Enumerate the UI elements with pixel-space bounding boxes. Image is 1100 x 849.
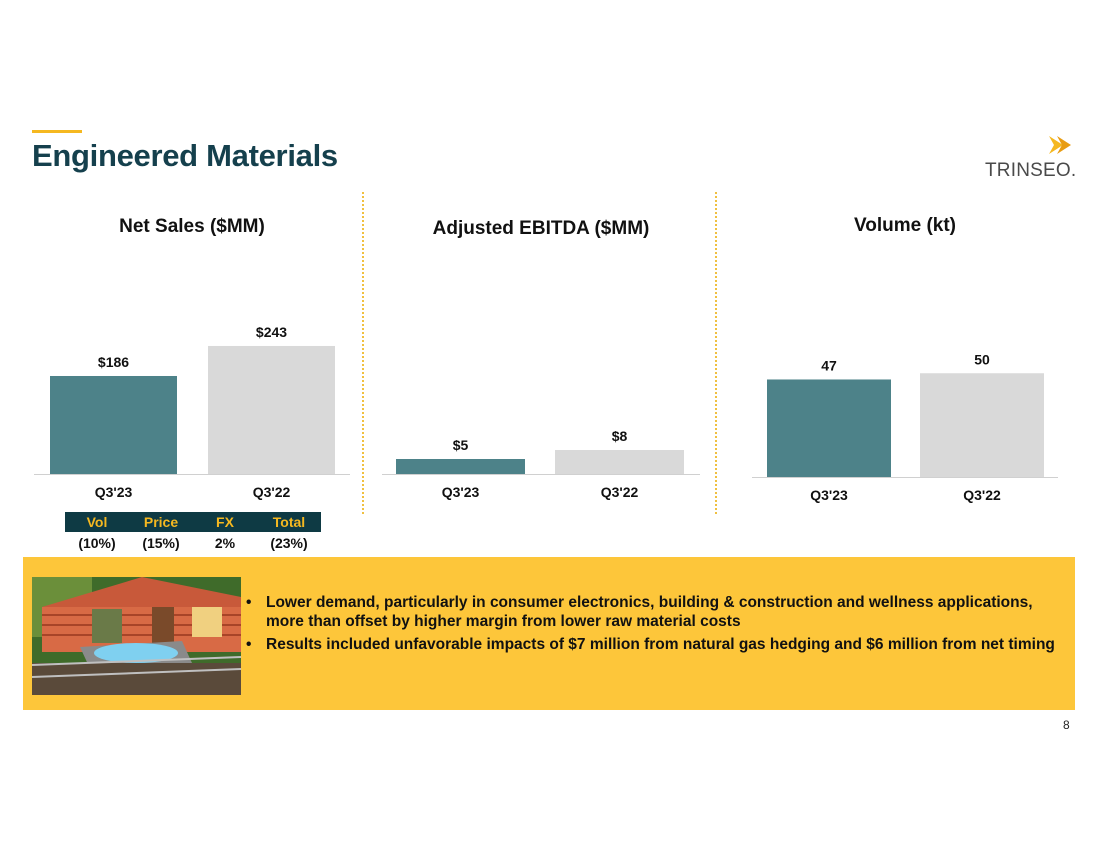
chart-title: Adjusted EBITDA ($MM) (432, 218, 650, 239)
x-tick-label: Q3'22 (963, 487, 1001, 503)
logo-wordmark: TRINSEO. (985, 160, 1077, 181)
bridge-header-total: Total (272, 514, 306, 530)
x-tick-label: Q3'23 (95, 484, 133, 500)
bridge-value-total: (23%) (270, 535, 308, 551)
data-label: 50 (974, 351, 990, 367)
x-tick-label: Q3'23 (810, 487, 848, 503)
commentary-bullet: Lower demand, particularly in consumer e… (243, 593, 1063, 631)
chart-title: Net Sales ($MM) (119, 216, 265, 237)
title-accent-line (32, 130, 82, 133)
data-label: $5 (453, 437, 469, 453)
bridge-value-fx: 2% (214, 535, 236, 551)
commentary-bullets: Lower demand, particularly in consumer e… (243, 593, 1063, 658)
bridge-value-price: (15%) (142, 535, 180, 551)
adjusted-ebitda-plot: $5 Q3'23 $8 Q3'22 (382, 428, 700, 500)
data-label: 47 (821, 357, 837, 373)
bridge-header-vol: Vol (86, 514, 108, 530)
bridge-header-row: Vol Price FX Total (65, 512, 321, 532)
data-label: $8 (612, 428, 628, 444)
adjusted-ebitda-chart: Adjusted EBITDA ($MM) $5 Q3'23 $8 Q3'22 (382, 0, 700, 520)
chart-divider (362, 192, 364, 514)
commentary-box: Lower demand, particularly in consumer e… (23, 557, 1075, 710)
commentary-bullet: Results included unfavorable impacts of … (243, 635, 1063, 654)
hot-tub-on-cabin-deck-photo (32, 577, 241, 695)
net-sales-plot: $186 Q3'23 $243 Q3'22 (34, 324, 350, 500)
net-sales-chart: Net Sales ($MM) $186 Q3'23 $243 Q3'22 (34, 0, 350, 520)
data-label: $186 (98, 354, 129, 370)
bridge-value-vol: (10%) (78, 535, 116, 551)
bridge-header-price: Price (143, 514, 179, 530)
bar-q323 (396, 459, 525, 474)
bar-q322 (555, 450, 684, 474)
trinseo-chevron-icon (1049, 136, 1071, 154)
volume-plot: 47 Q3'23 50 Q3'22 (752, 351, 1058, 503)
data-label: $243 (256, 324, 287, 340)
sales-bridge-table: Vol Price FX Total (10%) (15%) 2% (23%) (65, 512, 321, 554)
bridge-value-row: (10%) (15%) 2% (23%) (65, 532, 321, 554)
slide-title: Engineered Materials (32, 138, 338, 173)
x-tick-label: Q3'22 (253, 484, 291, 500)
bar-q323 (50, 375, 177, 474)
page-number: 8 (1063, 718, 1070, 732)
x-tick-label: Q3'22 (601, 484, 639, 500)
trinseo-logo: TRINSEO. (985, 136, 1077, 182)
bar-q323 (767, 379, 891, 477)
x-tick-label: Q3'23 (442, 484, 480, 500)
bar-q322 (208, 345, 335, 474)
chart-divider (715, 192, 717, 514)
bridge-header-fx: FX (216, 514, 234, 530)
chart-title: Volume (kt) (853, 215, 957, 236)
volume-chart: Volume (kt) 47 Q3'23 50 Q3'22 (752, 0, 1058, 520)
bar-q322 (920, 373, 1044, 477)
